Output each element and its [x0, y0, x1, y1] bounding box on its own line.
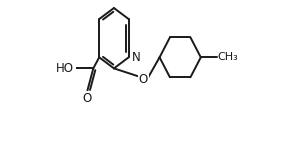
Text: O: O	[83, 92, 92, 105]
Text: HO: HO	[56, 62, 74, 75]
Text: O: O	[139, 73, 148, 86]
Text: CH₃: CH₃	[218, 52, 238, 62]
Text: N: N	[132, 51, 141, 64]
